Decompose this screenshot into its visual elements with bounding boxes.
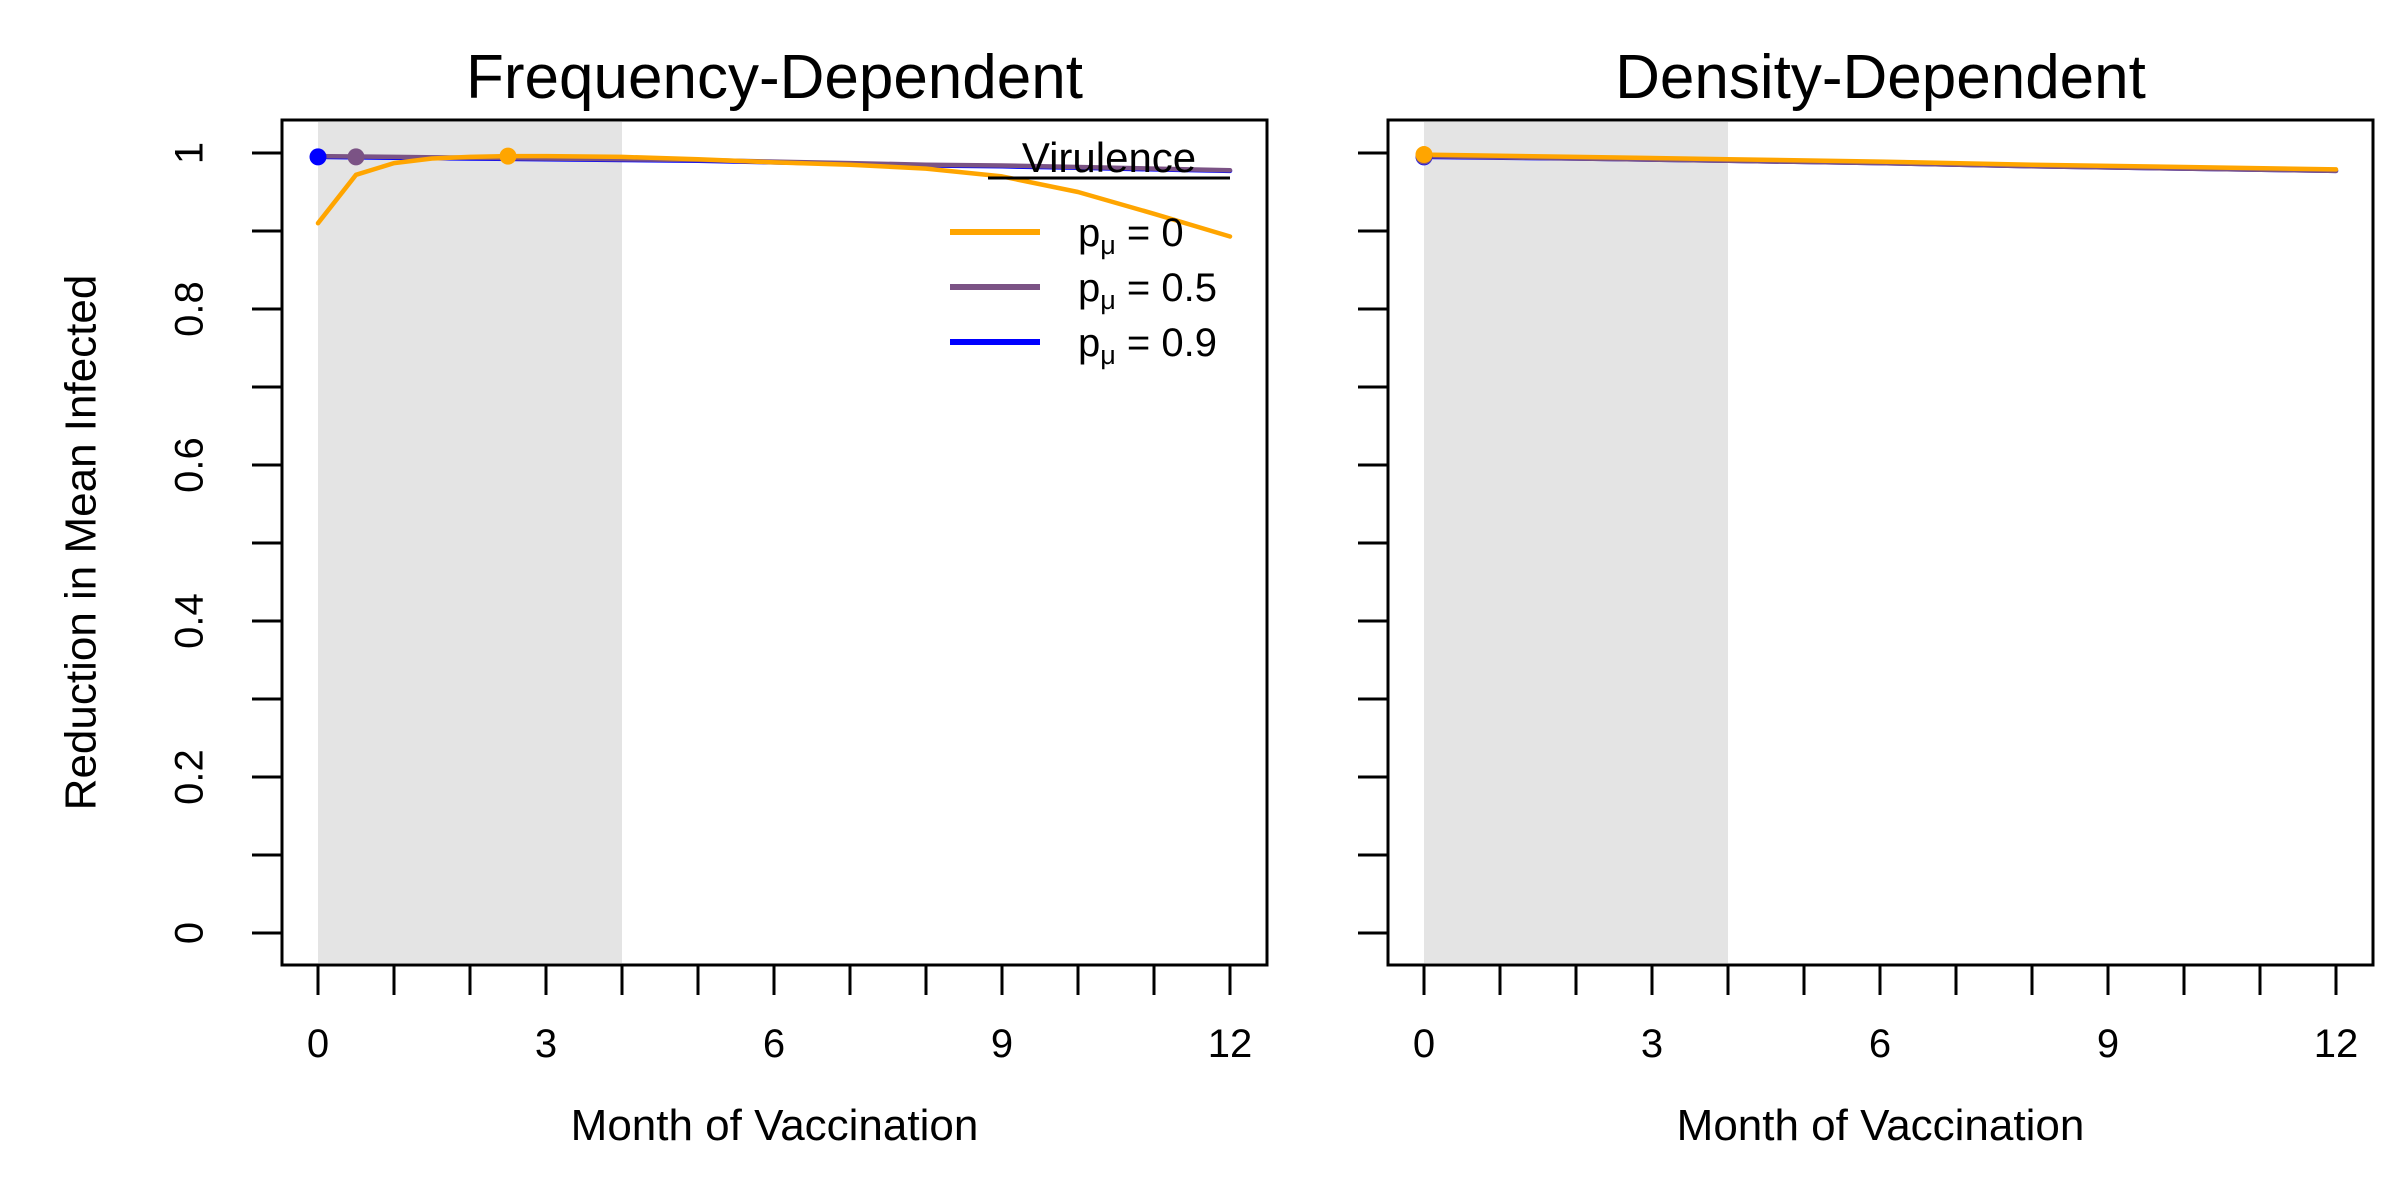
x-tick-label-1: 3 — [1641, 1022, 1663, 1066]
x-tick-label-1: 3 — [535, 1022, 557, 1066]
x-tick-label-3: 9 — [991, 1022, 1013, 1066]
series-line-2 — [315, 153, 1233, 239]
shaded-region — [318, 122, 622, 963]
legend-subscript: μ — [1100, 230, 1116, 260]
x-tick-label-4: 12 — [1208, 1022, 1253, 1066]
x-tick-label-3: 9 — [2097, 1022, 2119, 1066]
y-tick-label-3: 0.6 — [168, 437, 212, 493]
series-line-2 — [1421, 152, 2339, 172]
chart-title: Frequency-Dependent — [466, 43, 1083, 112]
legend-subscript: μ — [1100, 340, 1116, 370]
legend-symbol: p — [1078, 266, 1100, 310]
x-tick-label-0: 0 — [307, 1022, 329, 1066]
x-tick-label-2: 6 — [1869, 1022, 1891, 1066]
legend-label-0: pμ = 0 — [1078, 211, 1184, 260]
series-marker-1 — [347, 148, 365, 166]
y-tick-label-2: 0.4 — [168, 593, 212, 649]
x-axis-label: Month of Vaccination — [571, 1101, 979, 1150]
legend-label-2: pμ = 0.9 — [1078, 321, 1217, 370]
y-tick-label-4: 0.8 — [168, 281, 212, 337]
series-marker-0 — [309, 148, 327, 166]
legend-title: Virulence — [1022, 134, 1196, 181]
shaded-region — [1424, 122, 1728, 963]
legend-symbol: p — [1078, 211, 1100, 255]
legend-symbol: p — [1078, 321, 1100, 365]
legend-label-1: pμ = 0.5 — [1078, 266, 1217, 315]
panel-frequency-dependent: 0 3 6 9 12 0 0.2 0.4 0.6 0.8 1 Frequency-Dependent M… — [57, 43, 1269, 1150]
x-tick-label-4: 12 — [2314, 1022, 2359, 1066]
y-tick-label-0: 0 — [168, 922, 212, 944]
series-marker-2 — [1415, 146, 1433, 164]
x-tick-label-0: 0 — [1413, 1022, 1435, 1066]
x-tick-label-2: 6 — [763, 1022, 785, 1066]
x-axis-label: Month of Vaccination — [1677, 1101, 2085, 1150]
y-tick-label-1: 0.2 — [168, 749, 212, 805]
panel-density-dependent: 0 3 6 9 12 Density-Dependent Month of Vaccinat… — [1358, 43, 2375, 1150]
chart-title: Density-Dependent — [1615, 43, 2146, 112]
legend-value: = 0.9 — [1116, 321, 1217, 365]
legend-subscript: μ — [1100, 285, 1116, 315]
series-marker-2 — [499, 147, 517, 165]
legend-value: = 0 — [1116, 211, 1184, 255]
y-tick-label-5: 1 — [168, 142, 212, 164]
legend-value: = 0.5 — [1116, 266, 1217, 310]
y-axis-label: Reduction in Mean Infected — [57, 275, 106, 811]
